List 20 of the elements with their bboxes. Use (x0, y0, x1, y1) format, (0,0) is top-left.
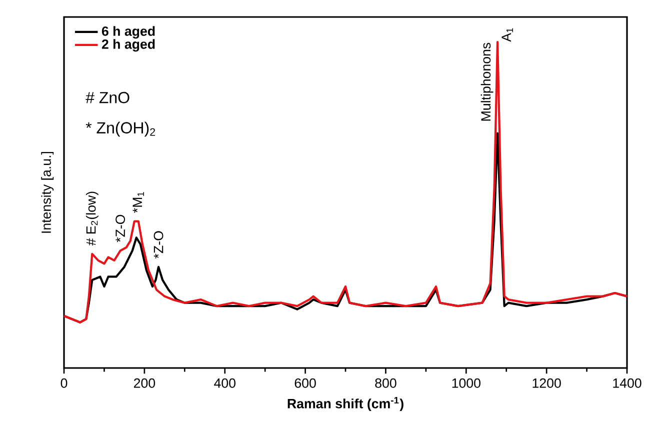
x-tick-label: 400 (214, 378, 236, 388)
x-tick-label: 1400 (613, 378, 642, 388)
annotation: Multiphonons (480, 42, 494, 121)
annotation: # E$_{2}$(low) (86, 192, 98, 246)
x-tick-label: 600 (294, 378, 316, 388)
annotation: *Z-O (154, 231, 164, 258)
x-tick-label: 1000 (452, 378, 480, 388)
annotation: A$_{1}$ (502, 28, 513, 42)
legend-label: 6 h aged (102, 26, 155, 39)
x-tick-label: 1200 (532, 378, 561, 388)
y-axis-title: Intensity [a.u.] (41, 152, 54, 233)
x-tick-label: 0 (60, 378, 68, 388)
annotation: # ZnO (86, 92, 130, 104)
legend-label: 2 h aged (102, 39, 155, 52)
x-tick-label: 800 (375, 378, 396, 388)
x-tick-label: 200 (134, 378, 156, 388)
annotation: *Z-O (116, 214, 126, 242)
x-axis-title: Raman shift (cm$^{-1}$) (288, 396, 404, 411)
annotation: *M$_{1}$ (132, 192, 144, 213)
annotation: * Zn(OH)$_{2}$ (86, 122, 155, 137)
